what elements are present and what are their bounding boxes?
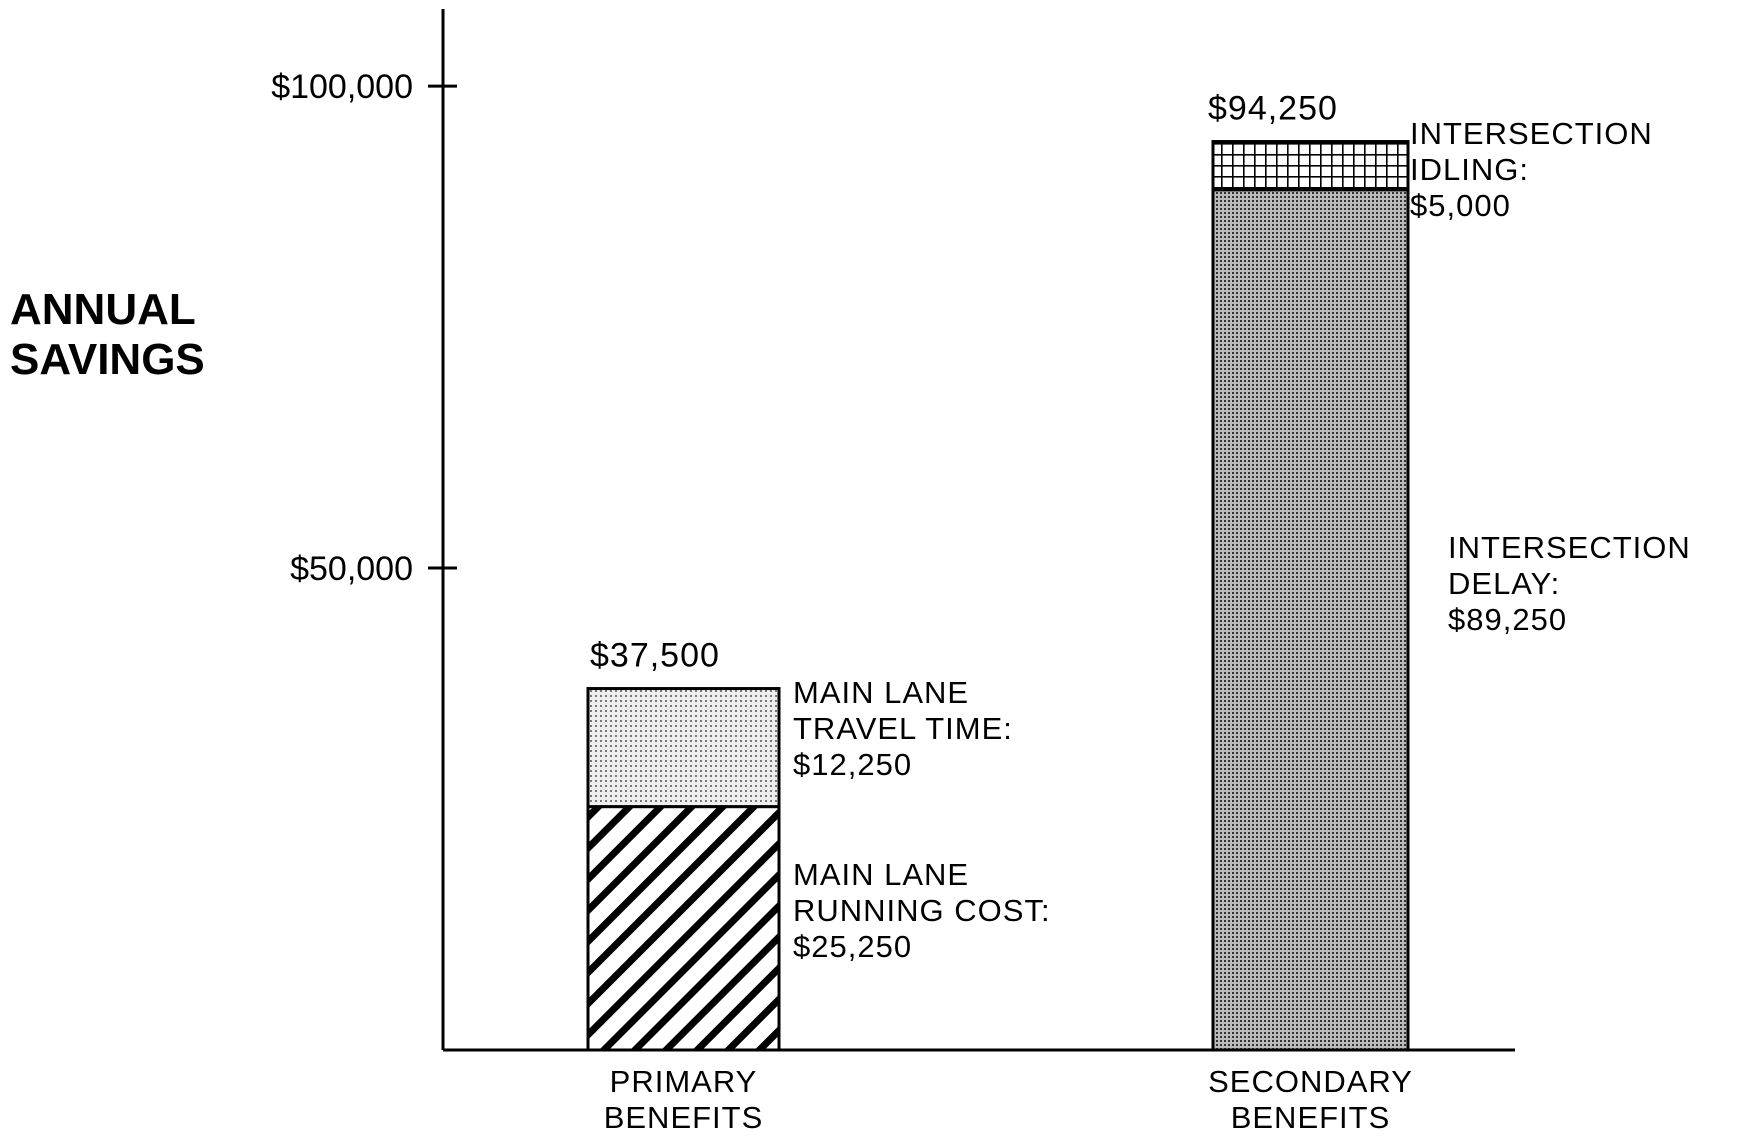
total-label: $37,500 (590, 637, 720, 675)
total-label: $94,250 (1208, 90, 1338, 128)
y-tick-label: $50,000 (290, 550, 413, 588)
segment-label: MAIN LANE RUNNING COST: $25,250 (793, 857, 1073, 965)
series-name: INTERSECTION IDLING: (1410, 115, 1653, 187)
segment-label: INTERSECTION DELAY: $89,250 (1448, 530, 1728, 638)
y-axis-label: ANNUAL SAVINGS (10, 285, 205, 384)
bar-segment (586, 805, 781, 1052)
segment-label: INTERSECTION IDLING: $5,000 (1410, 116, 1690, 224)
segment-label: MAIN LANE TRAVEL TIME: $12,250 (793, 675, 1073, 783)
x-tick-label: PRIMARY BENEFITS (603, 1064, 764, 1135)
series-name: INTERSECTION DELAY: (1448, 529, 1691, 601)
value-label: $25,250 (793, 928, 913, 964)
value-label: $89,250 (1448, 601, 1568, 637)
x-tick-label: SECONDARY BENEFITS (1208, 1064, 1413, 1135)
value-label: $5,000 (1410, 187, 1511, 223)
bar-segment (1211, 140, 1410, 192)
series-name: MAIN LANE TRAVEL TIME: (793, 674, 1013, 746)
series-name: MAIN LANE RUNNING COST: (793, 856, 1051, 928)
value-label: $12,250 (793, 746, 913, 782)
bar-segment (1211, 188, 1410, 1052)
bar-segment (586, 687, 781, 809)
y-tick-label: $100,000 (271, 68, 413, 106)
